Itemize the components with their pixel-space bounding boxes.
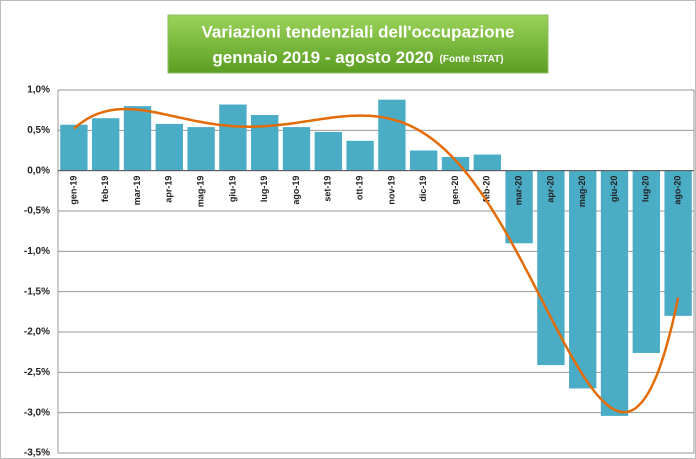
x-tick-label: apr-20	[545, 176, 555, 203]
plot-area	[57, 89, 695, 454]
x-tick-label: mar-20	[513, 176, 523, 206]
y-tick-label: -3,5%	[24, 448, 50, 459]
bar	[346, 140, 374, 171]
bar	[600, 170, 629, 416]
y-tick-label: 0,5%	[27, 125, 50, 136]
bar	[92, 118, 120, 171]
x-tick-label: set-19	[323, 176, 333, 202]
title-box	[167, 14, 549, 74]
bar	[314, 131, 342, 171]
bar	[219, 104, 247, 171]
bar	[123, 106, 152, 171]
chart-subtitle: gennaio 2019 - agosto 2020 (Fonte ISTAT)	[212, 48, 503, 67]
y-tick-label: -3,0%	[24, 407, 50, 418]
subtitle: gennaio 2019 - agosto 2020	[212, 48, 433, 67]
x-tick-label: giu-19	[227, 176, 237, 203]
x-tick-label: giu-20	[609, 176, 619, 203]
x-tick-label: ago-20	[672, 176, 682, 205]
x-tick-label: feb-20	[482, 176, 492, 203]
x-tick-label: mag-20	[577, 176, 587, 208]
x-tick-label: ago-19	[291, 176, 301, 205]
y-tick-label: -1,5%	[24, 286, 50, 297]
y-tick-label: -0,5%	[24, 206, 50, 217]
trendline	[73, 107, 680, 414]
x-tick-label: apr-19	[164, 176, 174, 203]
x-tick-label: mar-19	[132, 176, 142, 206]
x-tick-label: mag-19	[195, 176, 205, 208]
bar	[60, 124, 88, 171]
x-tick-label: lug-20	[641, 176, 651, 203]
bar	[187, 127, 215, 171]
chart-title: Variazioni tendenziali dell'occupazione	[202, 22, 515, 41]
x-tick-label: lug-19	[259, 176, 269, 203]
x-tick-label: ott-19	[354, 176, 364, 201]
x-tick-label: dic-19	[418, 176, 428, 202]
y-tick-label: 1,0%	[27, 85, 50, 96]
x-tick-label: gen-20	[450, 176, 460, 205]
bar	[410, 150, 438, 171]
bar	[569, 170, 597, 389]
bar	[155, 123, 183, 171]
bar	[632, 170, 660, 353]
y-tick-label: -2,0%	[24, 327, 50, 338]
source: (Fonte ISTAT)	[440, 54, 504, 65]
bar	[473, 154, 501, 171]
x-tick-label: nov-19	[386, 176, 396, 205]
bar	[505, 170, 533, 244]
bar	[282, 127, 311, 171]
y-tick-label: -2,5%	[24, 367, 50, 378]
bar	[378, 99, 406, 171]
x-tick-label: feb-19	[100, 176, 110, 203]
y-tick-label: -1,0%	[24, 246, 50, 257]
x-tick-label: gen-19	[68, 176, 78, 205]
bar	[664, 170, 692, 316]
bar	[251, 115, 279, 171]
y-tick-label: 0,0%	[27, 165, 50, 176]
